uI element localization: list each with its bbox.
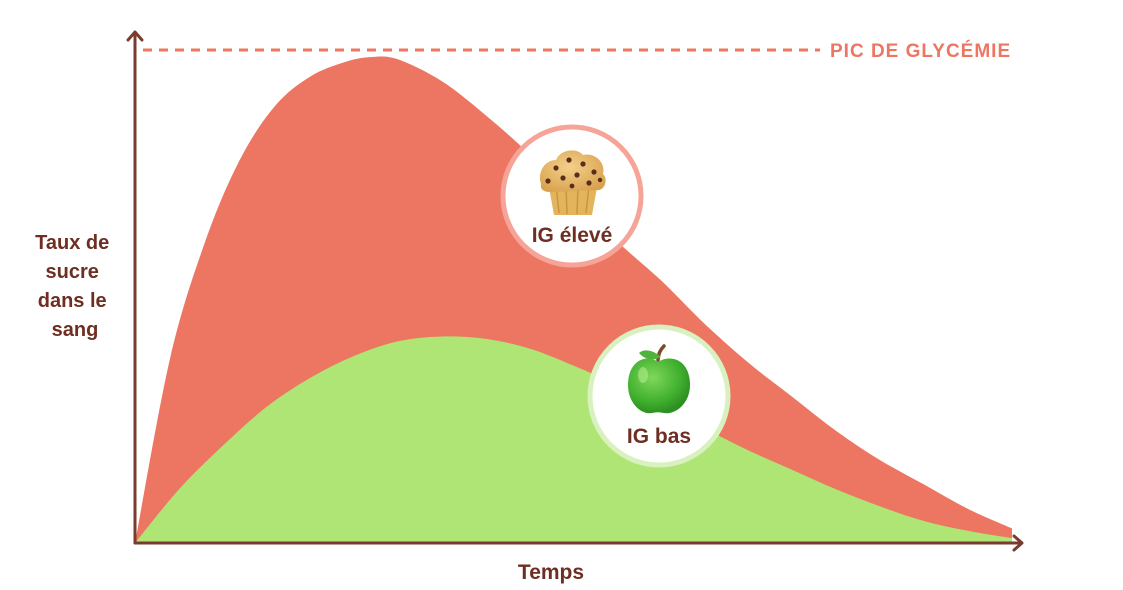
y-axis-label-line: Taux de xyxy=(35,232,109,254)
y-axis-label: Taux de sucre dans le sang xyxy=(35,232,115,341)
y-axis-label-line: sang xyxy=(52,319,99,341)
series-area-ig-bas xyxy=(135,336,1012,543)
series-label-ig-bas: IG bas xyxy=(627,425,691,448)
x-axis-arrow-icon xyxy=(1012,534,1024,552)
axes xyxy=(126,30,1024,552)
series-label-badge-ig-eleve: IG élevé xyxy=(500,124,644,268)
muffin-icon xyxy=(539,150,606,215)
y-axis-label-line: dans le xyxy=(38,290,107,312)
series-label-ig-eleve: IG élevé xyxy=(532,224,613,247)
x-axis-label: Temps xyxy=(518,561,584,584)
peak-reference-label: PIC DE GLYCÉMIE xyxy=(830,40,1011,62)
y-axis-label-line: sucre xyxy=(46,261,99,283)
y-axis-arrow-icon xyxy=(126,30,144,42)
series-label-badge-ig-bas: IG bas xyxy=(587,324,731,468)
apple-icon xyxy=(628,344,690,414)
